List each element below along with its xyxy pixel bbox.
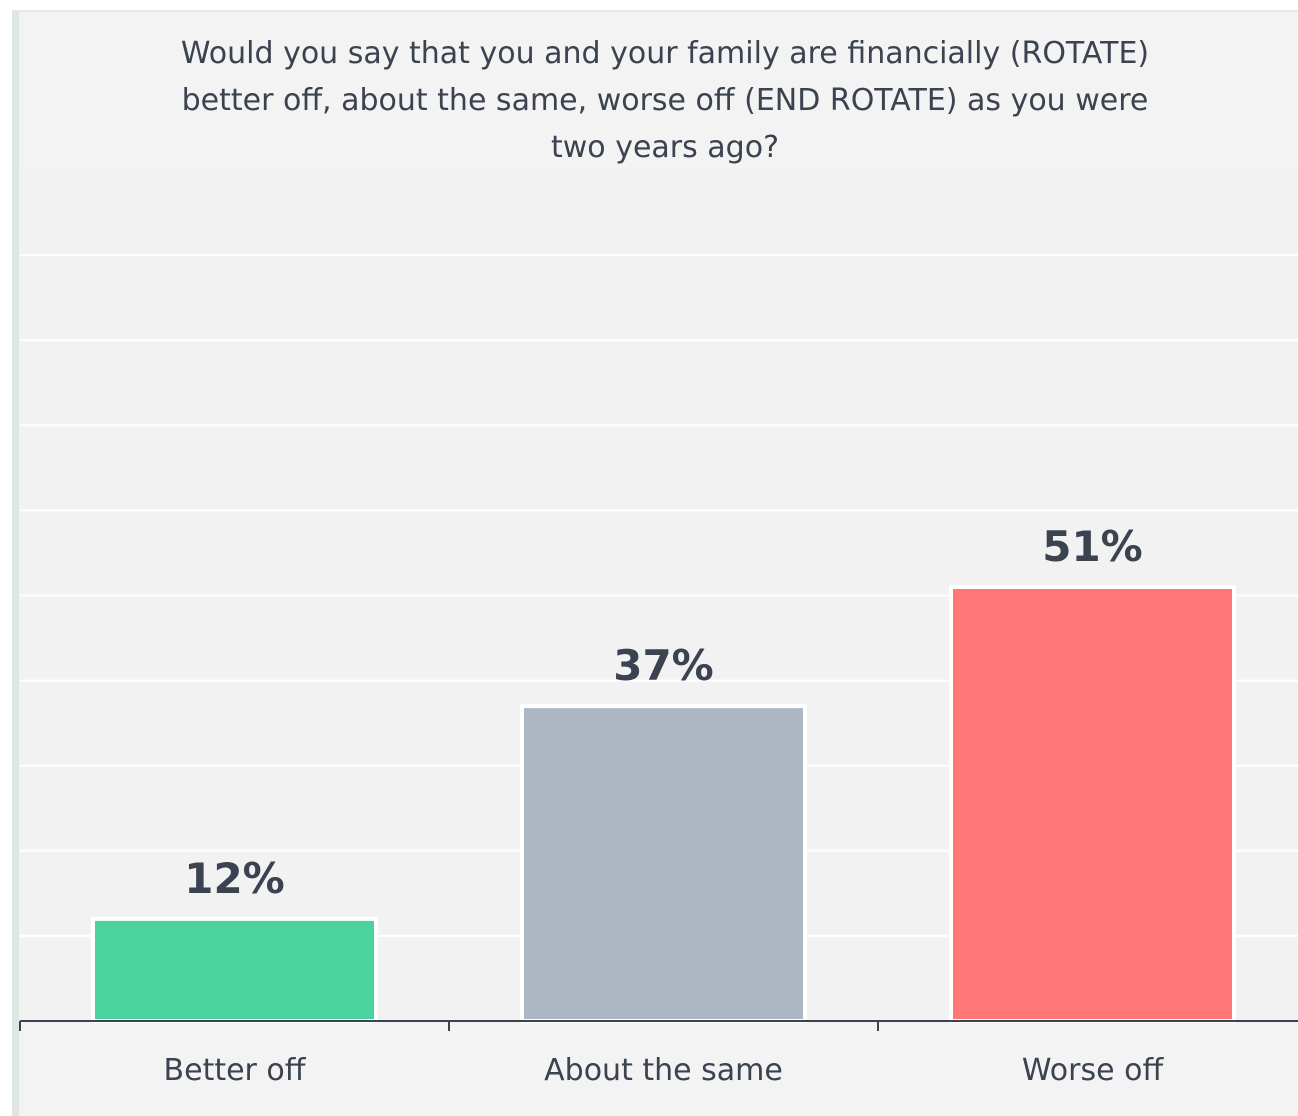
value-label: 51% [1042,522,1143,571]
bar-2 [520,704,807,1023]
category-label: Worse off [1022,1053,1165,1088]
value-label: 37% [613,641,714,690]
bar-1 [91,916,378,1024]
chart-title: Would you say that you and your family a… [180,36,1150,165]
value-label: 12% [184,854,285,903]
category-label: About the same [544,1053,783,1088]
category-label: Better off [164,1053,307,1088]
bar-3 [949,584,1236,1023]
